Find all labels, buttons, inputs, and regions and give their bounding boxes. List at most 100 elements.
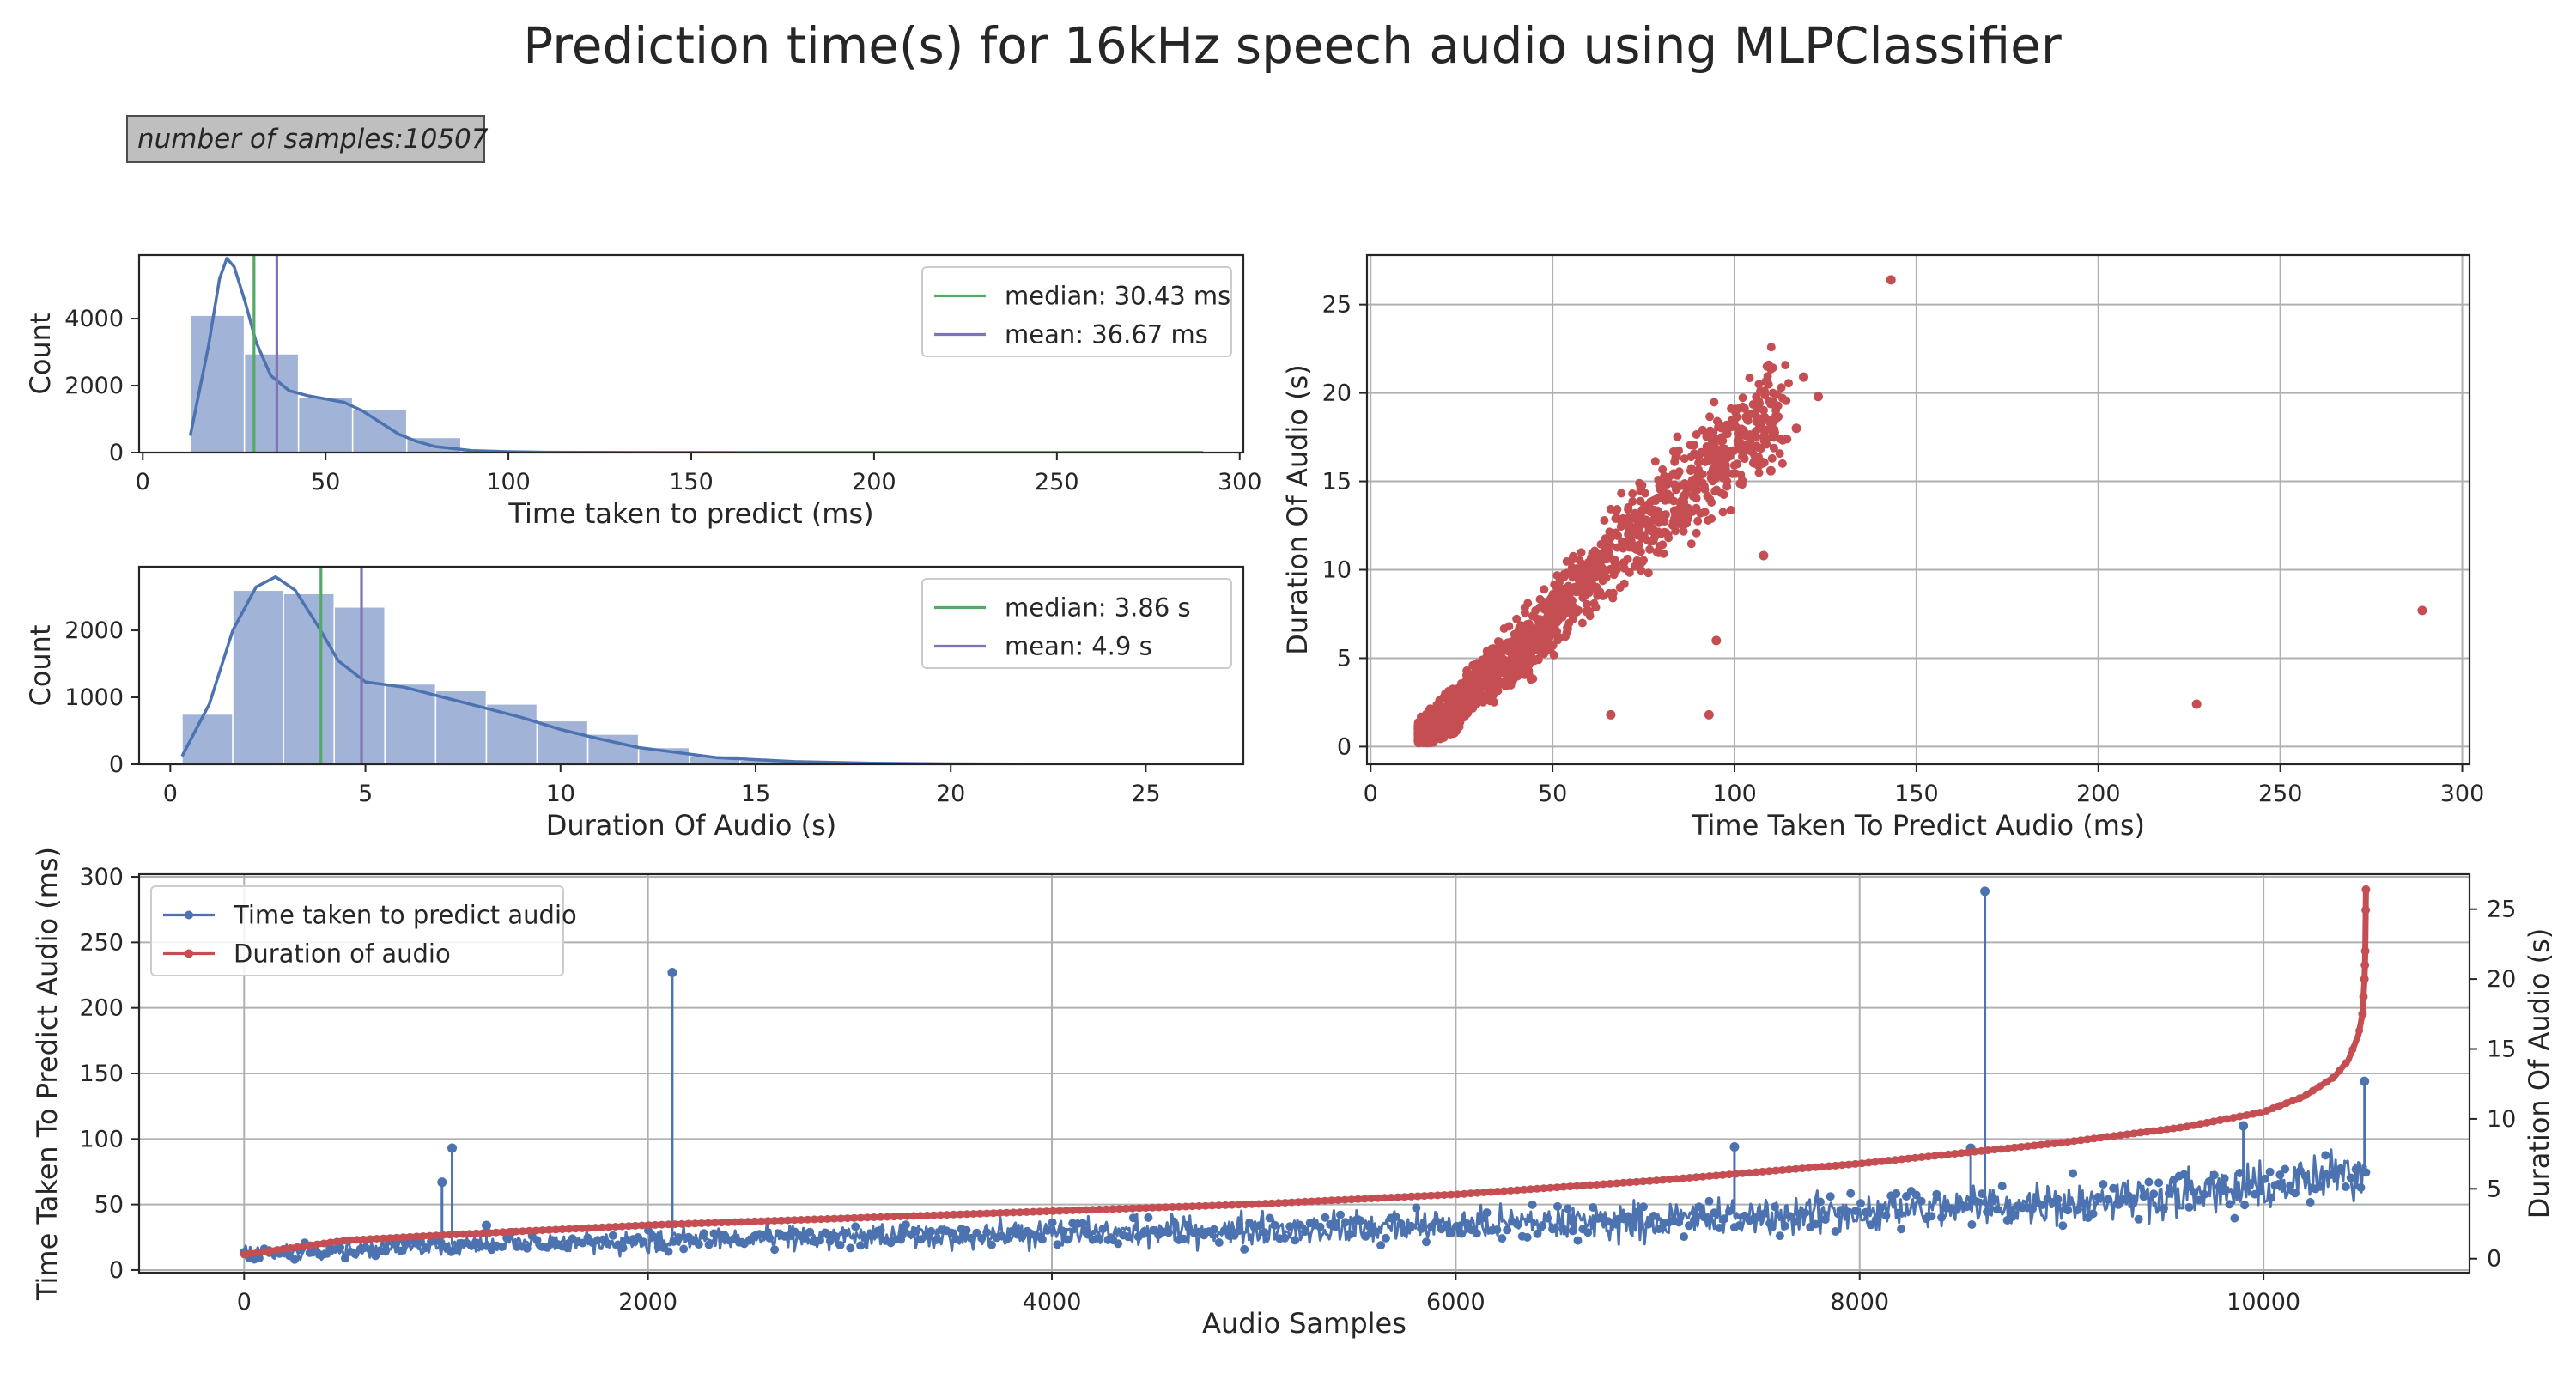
y-right-tick-label: 25 — [2487, 897, 2516, 923]
series-marker-duration — [956, 1210, 964, 1219]
series-marker-duration — [1214, 1201, 1223, 1210]
scatter-point — [1566, 586, 1576, 595]
series-marker-time — [1997, 1182, 2007, 1191]
series-marker-duration — [1002, 1208, 1011, 1217]
y-tick-label: 0 — [109, 440, 124, 466]
series-marker-time — [1765, 1219, 1775, 1228]
series-marker-time — [962, 1225, 971, 1235]
scatter-point — [1679, 526, 1688, 536]
series-marker-duration — [571, 1225, 580, 1233]
series-marker-time — [1114, 1239, 1123, 1249]
series-marker-duration — [1194, 1201, 1203, 1210]
series-marker-duration — [326, 1238, 335, 1247]
spike-marker — [482, 1220, 492, 1231]
scatter-point — [1449, 728, 1459, 738]
series-marker-duration — [373, 1235, 381, 1243]
series-marker-duration — [1294, 1198, 1303, 1207]
scatter-point — [1743, 410, 1753, 418]
series-marker-duration — [1765, 1167, 1773, 1176]
scatter-point — [1603, 544, 1613, 553]
series-marker-time — [1037, 1235, 1047, 1244]
x-axis-label: Time Taken To Predict Audio (ms) — [1691, 809, 2145, 842]
series-marker-duration — [1301, 1197, 1309, 1206]
series-marker-duration — [863, 1213, 872, 1222]
series-marker-duration — [823, 1214, 832, 1223]
x-axis-label: Time taken to predict (ms) — [507, 497, 873, 530]
scatter-point — [1717, 444, 1727, 453]
series-marker-duration — [538, 1226, 547, 1235]
series-marker-duration — [2076, 1136, 2085, 1145]
series-marker-time — [987, 1240, 996, 1249]
scatter-point — [1670, 457, 1680, 466]
x-tick-label: 50 — [311, 469, 340, 495]
series-marker-time — [1897, 1225, 1906, 1234]
series-marker-time — [2265, 1167, 2275, 1176]
y-tick-label: 5 — [1337, 645, 1352, 672]
legend-label: mean: 4.9 s — [1005, 632, 1152, 661]
series-marker-duration — [346, 1236, 355, 1244]
series-marker-time — [1295, 1220, 1304, 1230]
scatter-point — [1672, 517, 1681, 526]
series-marker-duration — [253, 1249, 262, 1257]
samples-line-plot: 0 2000 4000 6000 8000 10000050100150200250300… — [31, 847, 2555, 1340]
scatter-point — [1681, 489, 1691, 498]
series-marker-duration — [1911, 1153, 1919, 1162]
series-marker-time — [1790, 1217, 1800, 1226]
x-tick-label: 6000 — [1426, 1289, 1485, 1316]
series-marker-time — [1725, 1207, 1734, 1216]
series-marker-duration — [2017, 1143, 2026, 1151]
y-tick-label: 15 — [1322, 469, 1352, 495]
series-marker-duration — [1951, 1150, 1959, 1158]
series-marker-duration — [478, 1229, 487, 1237]
y-right-axis-label: Duration Of Audio (s) — [2523, 928, 2555, 1219]
series-marker-duration — [916, 1212, 925, 1220]
axes-frame — [137, 565, 1245, 766]
series-marker-duration — [1029, 1207, 1037, 1216]
x-tick-label: 50 — [1538, 781, 1567, 807]
x-tick-label: 10 — [546, 781, 575, 807]
series-marker-time — [1811, 1219, 1820, 1229]
series-marker-time — [1680, 1232, 1689, 1242]
series-marker-duration — [2222, 1115, 2231, 1123]
series-marker-duration — [1274, 1199, 1283, 1207]
series-marker-time — [856, 1241, 866, 1250]
series-marker-time — [1654, 1225, 1663, 1234]
scatter-point — [1425, 704, 1435, 714]
series-marker-duration — [1924, 1152, 1933, 1161]
series-marker-duration — [2288, 1097, 2297, 1105]
y-right-tick-label: 0 — [2487, 1246, 2501, 1273]
series-marker-duration — [1075, 1206, 1084, 1214]
series-marker-duration — [1606, 1179, 1614, 1188]
series-marker-time — [1643, 1219, 1653, 1229]
series-marker-duration — [1155, 1203, 1163, 1212]
series-marker-duration — [1394, 1193, 1402, 1201]
series-marker-duration — [1142, 1204, 1150, 1213]
scatter-point — [1594, 570, 1603, 580]
series-marker-time — [1689, 1216, 1698, 1225]
scatter-point — [1705, 412, 1715, 422]
series-marker-duration — [1905, 1154, 1912, 1163]
x-tick-label: 300 — [2440, 781, 2485, 807]
series-marker-time — [2205, 1176, 2214, 1186]
x-tick-label: 200 — [852, 469, 896, 495]
scatter-point — [1608, 588, 1618, 598]
scatter-point — [1733, 459, 1742, 469]
scatter-point — [1745, 374, 1754, 383]
series-marker-time — [1260, 1228, 1269, 1237]
scatter-point — [1537, 623, 1546, 633]
series-marker-duration — [624, 1222, 633, 1231]
series-marker-time — [932, 1235, 941, 1244]
annotation-text: number of samples:10507 — [137, 124, 489, 155]
series-marker-duration — [472, 1229, 481, 1237]
series-marker-time — [2179, 1170, 2189, 1179]
series-marker-time — [851, 1222, 860, 1231]
series-marker-duration — [1546, 1183, 1554, 1192]
series-marker-time — [1356, 1216, 1365, 1225]
scatter-point — [1700, 508, 1710, 517]
series-marker-duration — [757, 1217, 766, 1225]
series-marker-time — [2286, 1181, 2295, 1190]
series-marker-duration — [1440, 1191, 1449, 1199]
series-marker-time — [1841, 1207, 1850, 1216]
series-marker-duration — [1759, 1167, 1767, 1176]
series-marker-time — [1932, 1189, 1941, 1199]
